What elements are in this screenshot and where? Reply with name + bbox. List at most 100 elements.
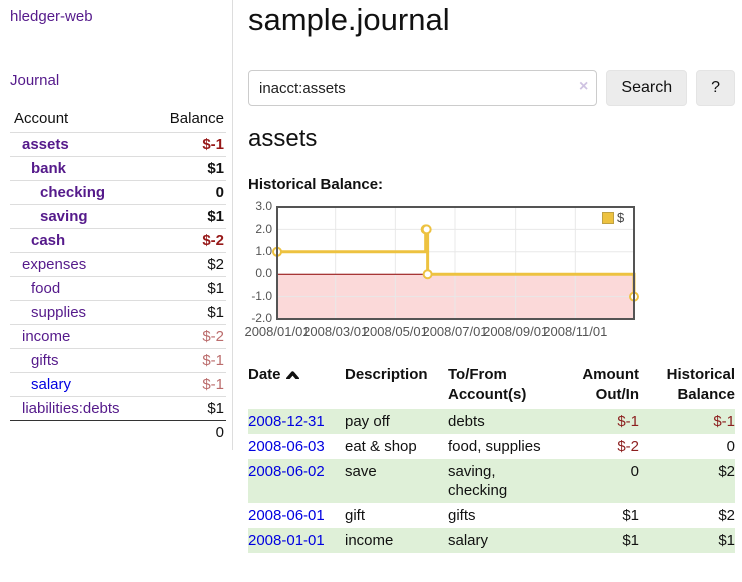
account-row: income $-2 — [10, 324, 226, 349]
app-title-link[interactable]: hledger-web — [10, 8, 93, 25]
register-header-description: Description — [345, 366, 428, 384]
x-axis-tick-label: 2008/05/01 — [362, 324, 428, 340]
clear-search-icon[interactable]: × — [579, 78, 589, 96]
account-link-saving[interactable]: saving — [40, 208, 88, 225]
account-balance: $1 — [207, 304, 224, 321]
account-balance: $1 — [207, 280, 224, 297]
account-row: supplies $1 — [10, 300, 226, 325]
account-link-salary[interactable]: salary — [31, 376, 72, 393]
transaction-amount: $-1 — [617, 413, 639, 431]
transaction-description: save — [345, 463, 377, 481]
account-row: gifts $-1 — [10, 348, 226, 373]
transaction-balance: $1 — [718, 532, 735, 550]
accounts-total-value: 0 — [215, 424, 224, 442]
register-header-accounts: To/From Account(s) — [448, 363, 556, 409]
transaction-date-link[interactable]: 2008-01-01 — [248, 532, 325, 550]
account-link-gifts[interactable]: gifts — [31, 352, 59, 369]
account-link-income[interactable]: income — [22, 328, 71, 345]
account-link-expenses[interactable]: expenses — [22, 256, 87, 273]
account-row: salary $-1 — [10, 372, 226, 397]
transaction-balance: $2 — [718, 507, 735, 525]
register-header-amount-line1: Amount — [582, 366, 639, 384]
accounts-header-balance: Balance — [169, 110, 224, 127]
transaction-accounts: saving, checking — [448, 463, 508, 500]
account-balance: $1 — [207, 208, 224, 225]
transaction-accounts: salary — [448, 532, 489, 550]
search-form: × Search ? — [248, 70, 735, 107]
account-link-food[interactable]: food — [31, 280, 61, 297]
transaction-description: eat & shop — [345, 438, 417, 456]
account-heading: assets — [248, 125, 318, 153]
nav-journal-link[interactable]: Journal — [10, 72, 60, 89]
account-link-bank[interactable]: bank — [31, 160, 67, 177]
accounts-total-row: 0 — [10, 420, 226, 445]
transaction-balance: $-1 — [713, 413, 735, 431]
y-axis-tick-label: 1.0 — [255, 244, 272, 259]
transaction-description: gift — [345, 507, 366, 525]
x-axis-tick-label: 2008/09/01 — [483, 324, 549, 340]
register-header-date[interactable]: Date — [248, 363, 345, 409]
register-table: Date Description To/From Account(s) Amou… — [248, 363, 735, 554]
y-axis-tick-label: -1.0 — [251, 288, 272, 303]
register-row[interactable]: 2008-06-01 gift gifts $1 $2 — [248, 503, 735, 528]
account-link-liabilities-debts[interactable]: liabilities:debts — [22, 400, 120, 417]
register-row[interactable]: 2008-06-02 save saving, checking 0 $2 — [248, 459, 735, 504]
transaction-date-link[interactable]: 2008-06-02 — [248, 463, 325, 481]
transaction-balance: $2 — [718, 463, 735, 481]
transaction-accounts: gifts — [448, 507, 476, 525]
chart-canvas — [272, 206, 639, 321]
chart-legend: $ — [602, 210, 624, 225]
account-row: saving $1 — [10, 204, 226, 229]
register-header-balance-line1: Historical — [666, 366, 735, 384]
register-header-accounts-line2: Account(s) — [448, 386, 527, 404]
transaction-accounts: food, supplies — [448, 438, 541, 456]
register-header-date-label: Date — [248, 366, 281, 384]
page-title: sample.journal — [248, 2, 450, 37]
main-content: sample.journal × Search ? assets Histori… — [244, 0, 735, 554]
register-header-amount-line2: Out/In — [595, 386, 639, 404]
register-header-balance: Historical Balance — [639, 363, 735, 409]
register-row[interactable]: 2008-01-01 income salary $1 $1 — [248, 528, 735, 554]
transaction-date-link[interactable]: 2008-06-03 — [248, 438, 325, 456]
x-axis-tick-label: 2008/03/01 — [303, 324, 369, 340]
sort-ascending-icon — [285, 371, 299, 381]
search-button[interactable]: Search — [606, 70, 688, 107]
transaction-balance: 0 — [726, 438, 735, 456]
y-axis-tick-label: -2.0 — [251, 311, 272, 326]
transaction-amount: $1 — [622, 532, 639, 550]
help-button[interactable]: ? — [696, 70, 735, 107]
account-balance: 0 — [215, 184, 224, 201]
register-row[interactable]: 2008-06-03 eat & shop food, supplies $-2… — [248, 434, 735, 459]
y-axis-tick-label: 2.0 — [255, 221, 272, 236]
account-balance: $-2 — [202, 232, 224, 249]
register-header-balance-line2: Balance — [677, 386, 735, 404]
chart-heading: Historical Balance: — [248, 176, 384, 194]
account-balance: $2 — [207, 256, 224, 273]
account-link-supplies[interactable]: supplies — [31, 304, 87, 321]
y-axis-tick-label: 0.0 — [255, 266, 272, 281]
account-row: expenses $2 — [10, 252, 226, 277]
x-axis-tick-label: 2008/01/01 — [244, 324, 310, 340]
transaction-description: income — [345, 532, 394, 550]
y-axis-tick-label: 3.0 — [255, 199, 272, 214]
account-balance: $-2 — [202, 328, 224, 345]
account-balance: $-1 — [202, 352, 224, 369]
legend-label: $ — [617, 210, 625, 226]
account-row: checking 0 — [10, 180, 226, 205]
transaction-date-link[interactable]: 2008-12-31 — [248, 413, 325, 431]
account-row: liabilities:debts $1 — [10, 396, 226, 421]
account-balance: $1 — [207, 400, 224, 417]
account-link-assets[interactable]: assets — [22, 136, 69, 153]
accounts-header-account: Account — [14, 110, 69, 127]
app-title: hledger-web — [10, 8, 226, 26]
historical-balance-chart: $ 3.0 2.0 1.0 0.0 -1.0 -2.0 2008/01/01 2008/03/… — [244, 199, 735, 343]
account-balance: $-1 — [202, 376, 224, 393]
register-row[interactable]: 2008-12-31 pay off debts $-1 $-1 — [248, 409, 735, 435]
transaction-description: pay off — [345, 413, 390, 431]
transaction-date-link[interactable]: 2008-06-01 — [248, 507, 325, 525]
account-link-cash[interactable]: cash — [31, 232, 66, 249]
x-axis-tick-label: 2008/11/01 — [543, 324, 608, 340]
account-link-checking[interactable]: checking — [40, 184, 106, 201]
account-row: food $1 — [10, 276, 226, 301]
search-input[interactable] — [248, 70, 598, 107]
